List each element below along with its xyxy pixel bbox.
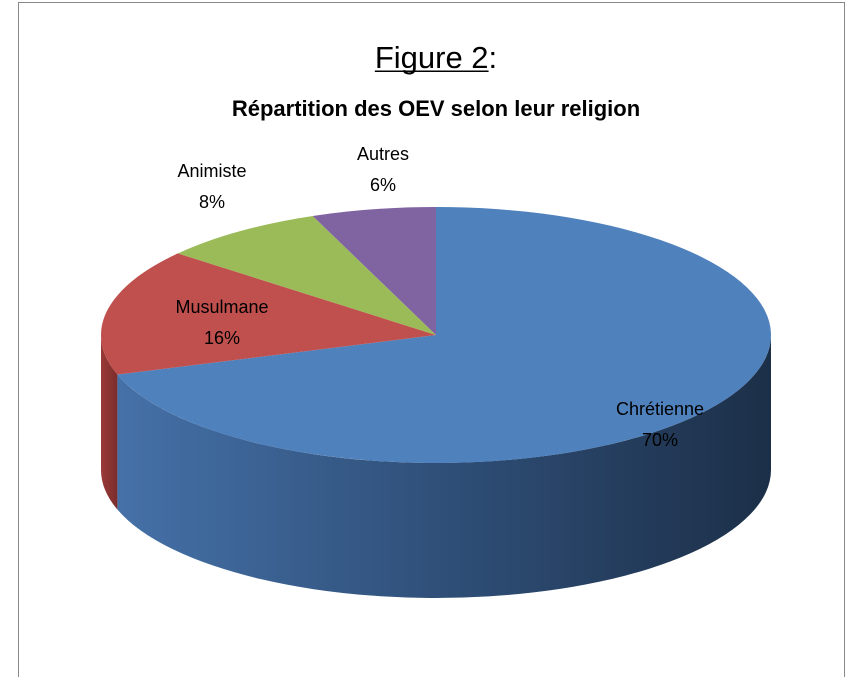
chart-title: Figure 2: [375,40,497,75]
pie-slice [117,207,771,463]
pie-slice [312,207,436,335]
data-label-name: Animiste [177,161,246,181]
data-label-value: 6% [370,175,396,195]
chart-subtitle: Répartition des OEV selon leur religion [232,96,640,121]
data-label-value: 16% [204,328,240,348]
data-label-value: 8% [199,192,225,212]
data-label-name: Chrétienne [616,399,704,419]
pie-side [101,335,118,510]
pie-slice [101,253,436,375]
data-label-value: 70% [642,430,678,450]
data-label-name: Musulmane [175,297,268,317]
pie-side [117,335,772,598]
pie-slice [177,215,437,335]
data-label-name: Autres [357,144,409,164]
